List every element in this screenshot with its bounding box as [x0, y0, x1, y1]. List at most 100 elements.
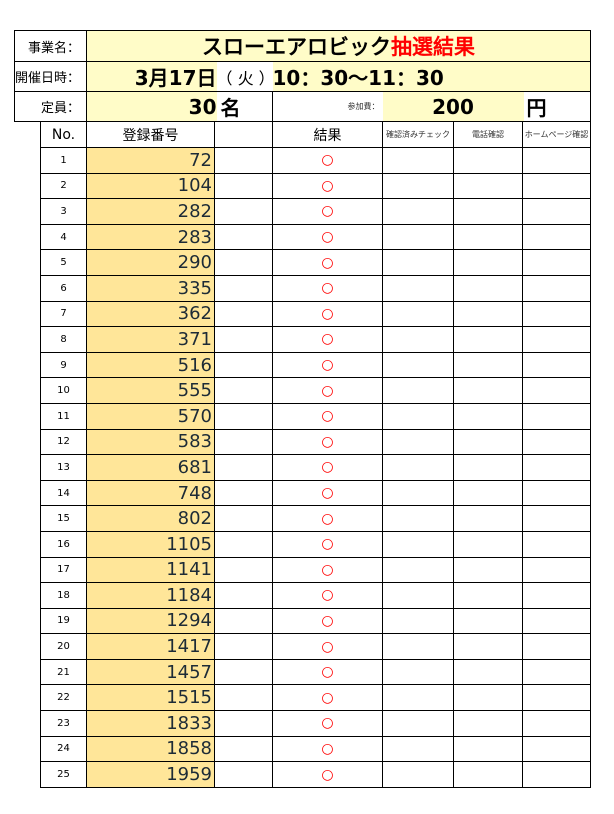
blank-cell	[214, 402, 273, 430]
row-number: 22	[40, 684, 87, 712]
phone-confirm-cell	[453, 633, 523, 660]
phone-confirm-cell	[453, 326, 523, 353]
checked-cell	[382, 761, 454, 788]
checked-cell	[382, 556, 454, 584]
blank-cell	[214, 684, 273, 712]
row-number: 24	[40, 735, 87, 763]
fee-unit: 円	[523, 91, 592, 122]
checked-cell	[382, 684, 454, 712]
event-weekday: （ 火 ）	[216, 61, 273, 92]
row-number: 13	[40, 454, 87, 481]
table-row: 15 802 ○	[40, 505, 591, 532]
blank-cell	[214, 735, 273, 763]
result-mark: ○	[272, 454, 383, 481]
checked-cell	[382, 172, 454, 200]
web-confirm-cell	[522, 223, 591, 251]
row-number: 10	[40, 377, 87, 404]
checked-cell	[382, 377, 454, 404]
table-row: 9 516 ○	[40, 351, 591, 379]
result-mark: ○	[272, 710, 383, 737]
blank-cell	[214, 147, 273, 174]
col-blank	[214, 121, 273, 148]
phone-confirm-cell	[453, 479, 523, 507]
registration-number: 748	[86, 479, 215, 507]
result-mark: ○	[272, 172, 383, 200]
web-confirm-cell	[522, 402, 591, 430]
web-confirm-cell	[522, 684, 591, 712]
col-checked: 確認済みチェック	[382, 121, 454, 148]
row-number: 6	[40, 274, 87, 302]
table-row: 3 282 ○	[40, 198, 591, 225]
table-row: 10 555 ○	[40, 377, 591, 404]
phone-confirm-cell	[453, 530, 523, 558]
web-confirm-cell	[522, 198, 591, 225]
phone-confirm-cell	[453, 249, 523, 276]
blank-cell	[214, 658, 273, 686]
registration-number: 583	[86, 428, 215, 456]
web-confirm-cell	[522, 377, 591, 404]
result-mark: ○	[272, 607, 383, 635]
result-mark: ○	[272, 351, 383, 379]
table-row: 25 1959 ○	[40, 761, 591, 788]
event-time: 10：30〜11：30	[272, 61, 592, 92]
event-label: 事業名：	[14, 30, 87, 62]
checked-cell	[382, 505, 454, 532]
row-number: 1	[40, 147, 87, 174]
result-mark: ○	[272, 300, 383, 328]
web-confirm-cell	[522, 479, 591, 507]
result-mark: ○	[272, 147, 383, 174]
checked-cell	[382, 735, 454, 763]
blank-cell	[214, 761, 273, 788]
row-number: 19	[40, 607, 87, 635]
registration-number: 371	[86, 326, 215, 353]
blank-cell	[214, 198, 273, 225]
phone-confirm-cell	[453, 607, 523, 635]
row-number: 23	[40, 710, 87, 737]
col-web-confirm: ホームページ確認	[522, 121, 591, 148]
web-confirm-cell	[522, 351, 591, 379]
registration-number: 1184	[86, 582, 215, 609]
blank-cell	[214, 377, 273, 404]
col-phone-confirm: 電話確認	[453, 121, 523, 148]
registration-number: 1515	[86, 684, 215, 712]
checked-cell	[382, 530, 454, 558]
blank-cell	[214, 172, 273, 200]
row-number: 20	[40, 633, 87, 660]
blank-cell	[214, 300, 273, 328]
result-mark: ○	[272, 761, 383, 788]
result-mark: ○	[272, 684, 383, 712]
web-confirm-cell	[522, 300, 591, 328]
phone-confirm-cell	[453, 402, 523, 430]
row-number: 15	[40, 505, 87, 532]
registration-number: 1417	[86, 633, 215, 660]
checked-cell	[382, 249, 454, 276]
checked-cell	[382, 582, 454, 609]
result-mark: ○	[272, 402, 383, 430]
blank-cell	[214, 223, 273, 251]
web-confirm-cell	[522, 607, 591, 635]
row-number: 12	[40, 428, 87, 456]
table-row: 1 72 ○	[40, 147, 591, 174]
result-mark: ○	[272, 198, 383, 225]
registration-number: 1294	[86, 607, 215, 635]
row-number: 4	[40, 223, 87, 251]
blank-cell	[214, 505, 273, 532]
blank-cell	[214, 249, 273, 276]
registration-number: 283	[86, 223, 215, 251]
checked-cell	[382, 300, 454, 328]
table-row: 2 104 ○	[40, 172, 591, 200]
result-mark: ○	[272, 658, 383, 686]
result-mark: ○	[272, 479, 383, 507]
table-row: 22 1515 ○	[40, 684, 591, 712]
registration-number: 282	[86, 198, 215, 225]
row-number: 11	[40, 402, 87, 430]
table-row: 6 335 ○	[40, 274, 591, 302]
col-no: No.	[40, 121, 87, 148]
registration-number: 104	[86, 172, 215, 200]
fee-label: 参加費：	[272, 91, 383, 122]
blank-cell	[214, 351, 273, 379]
event-info-table: 事業名： スローエアロビック抽選結果 開催日時： 3月17日 （ 火 ） 10：…	[14, 30, 592, 122]
datetime-label: 開催日時：	[14, 61, 87, 92]
result-mark: ○	[272, 377, 383, 404]
checked-cell	[382, 633, 454, 660]
